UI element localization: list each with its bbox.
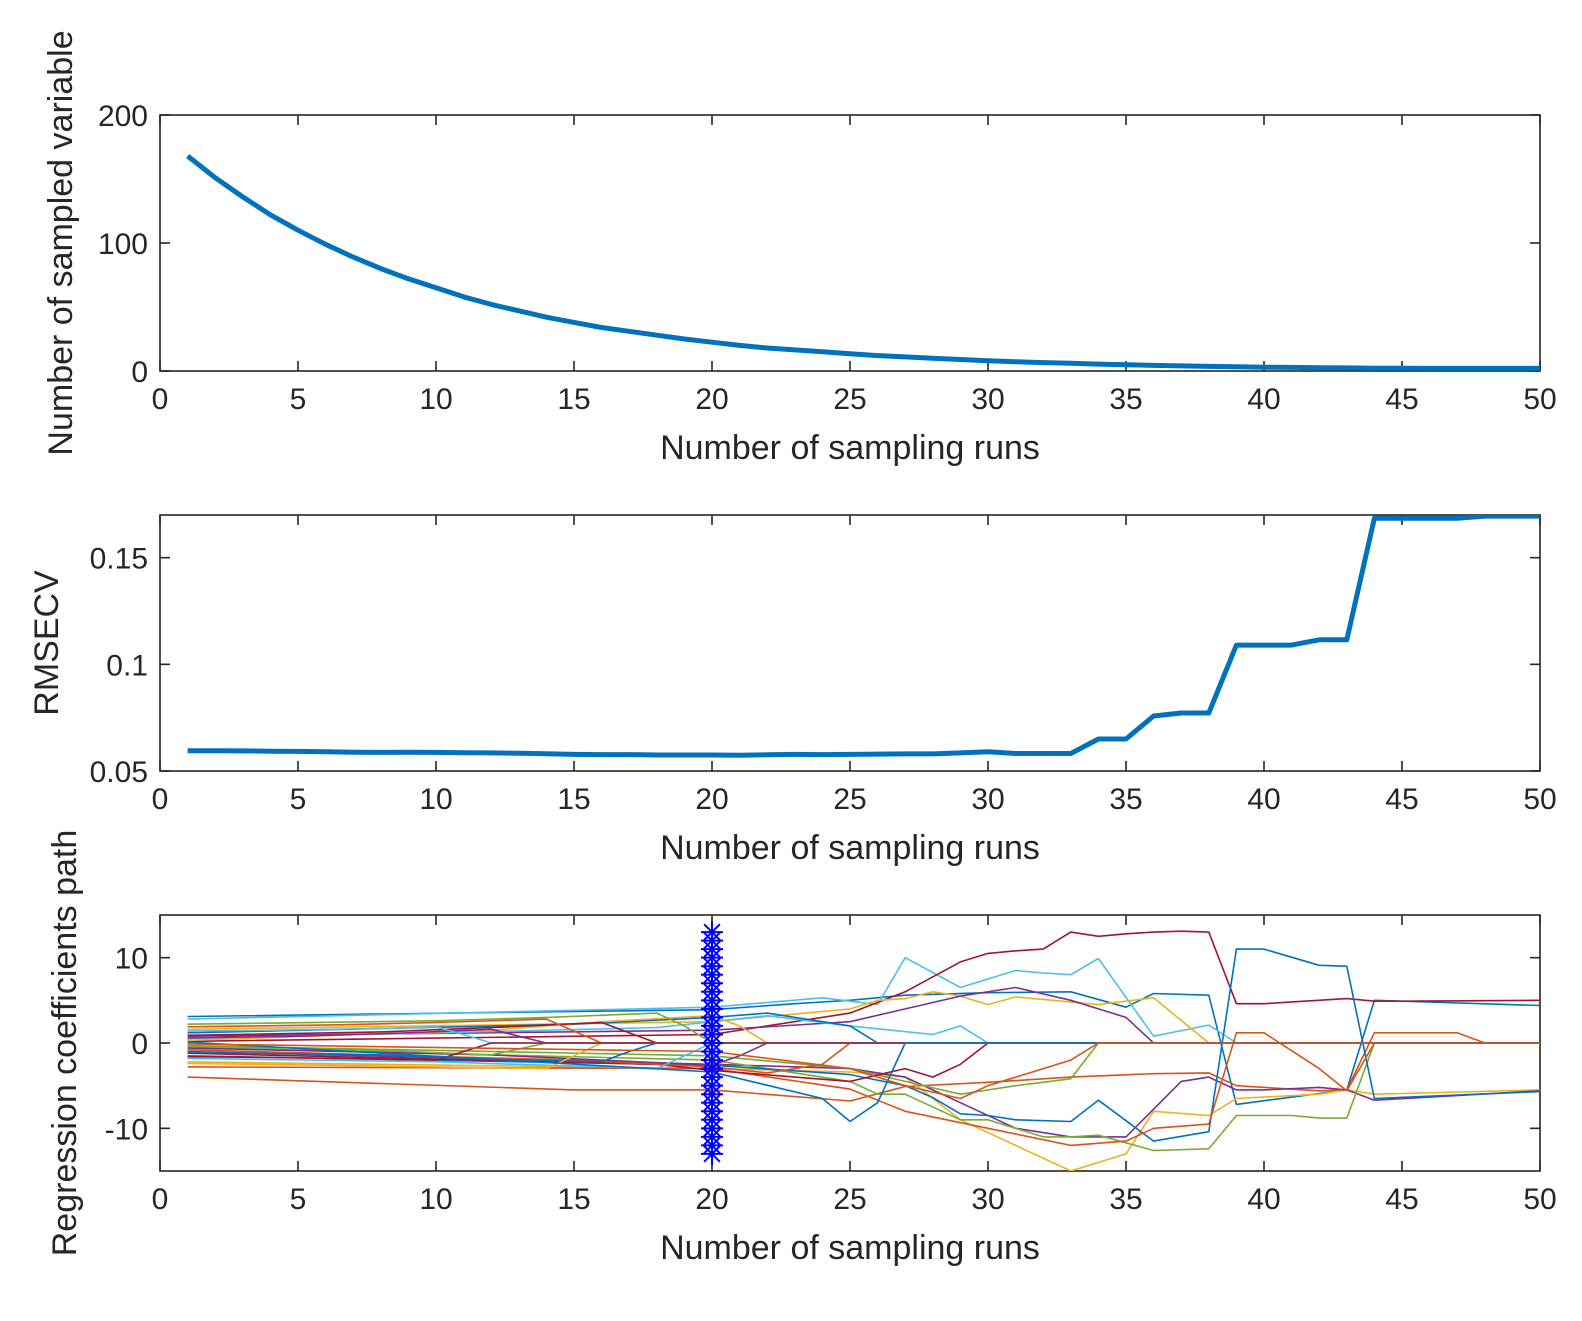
coefficient-line — [187, 1042, 1540, 1152]
x-tick-label: 20 — [695, 783, 728, 816]
series-group — [187, 930, 1540, 1171]
x-axis-label: Number of sampling runs — [660, 829, 1040, 867]
x-tick-label: 50 — [1523, 383, 1556, 416]
coefficient-line — [187, 1050, 1540, 1138]
sampled-variables-panel: 0 5 10 15 20 25 30 35 40 45 50 0 100 200 Number of sa… — [42, 30, 1557, 467]
x-tick-label: 35 — [1109, 383, 1142, 416]
x-tick-label: 45 — [1385, 1183, 1418, 1216]
coefficient-line — [187, 1042, 1540, 1100]
series-group — [186, 154, 1540, 371]
plot-area-frame — [159, 114, 1541, 372]
x-tick-label: 5 — [290, 383, 307, 416]
x-tick-label: 40 — [1247, 383, 1280, 416]
x-tick-label: 30 — [971, 383, 1004, 416]
tick-group: 0 5 10 15 20 25 30 35 40 45 50 0 100 200 — [98, 100, 1557, 416]
x-tick-label: 25 — [833, 383, 866, 416]
coefficient-line — [187, 1042, 1540, 1061]
x-tick-label: 10 — [419, 383, 452, 416]
x-tick-label: 35 — [1109, 783, 1142, 816]
x-tick-label: 5 — [290, 783, 307, 816]
x-tick-label: 30 — [971, 783, 1004, 816]
x-tick-label: 50 — [1523, 783, 1556, 816]
coefficient-line — [187, 956, 1540, 1044]
y-axis-label: Regression coefficients path — [46, 830, 84, 1257]
coefficient-line — [187, 930, 1540, 1043]
x-tick-label: 5 — [290, 1183, 307, 1216]
x-tick-label: 40 — [1247, 783, 1280, 816]
y-tick-label: 0 — [131, 356, 148, 389]
x-tick-label: 0 — [152, 783, 169, 816]
y-tick-label: 200 — [98, 100, 148, 133]
x-tick-label: 0 — [152, 1183, 169, 1216]
tick-group: 0 5 10 15 20 25 30 35 40 45 50 0.05 0.1 0.15 — [90, 515, 1557, 816]
y-axis-label: RMSECV — [28, 570, 66, 716]
x-tick-label: 40 — [1247, 1183, 1280, 1216]
x-tick-label: 30 — [971, 1183, 1004, 1216]
plot-area-frame — [159, 514, 1541, 772]
y-tick-label: 100 — [98, 228, 148, 261]
marker-group — [701, 921, 723, 1165]
y-axis-label: Number of sampled variable — [42, 30, 80, 455]
x-tick-label: 45 — [1385, 383, 1418, 416]
y-tick-label: 0 — [131, 1028, 148, 1061]
coefficient-line — [187, 1041, 1540, 1123]
y-tick-label: 0.05 — [90, 756, 148, 789]
x-tick-label: 10 — [419, 783, 452, 816]
series-group — [187, 515, 1540, 758]
y-tick-label: 0.1 — [106, 649, 148, 682]
coefficient-line — [187, 1032, 1540, 1147]
x-tick-label: 15 — [557, 383, 590, 416]
x-tick-label: 15 — [557, 1183, 590, 1216]
x-tick-label: 20 — [695, 1183, 728, 1216]
x-tick-label: 25 — [833, 783, 866, 816]
tick-group: 0 5 10 15 20 25 30 35 40 45 50 -10 0 10 — [105, 915, 1557, 1216]
coefficient-line — [187, 1032, 1540, 1102]
x-tick-label: 50 — [1523, 1183, 1556, 1216]
x-axis-label: Number of sampling runs — [660, 429, 1040, 467]
x-tick-label: 0 — [152, 383, 169, 416]
coefficient-line — [187, 1042, 1540, 1095]
coefficient-line — [187, 986, 1540, 1044]
rmsecv-panel: 0 5 10 15 20 25 30 35 40 45 50 0.05 0.1 0.15 Number o… — [28, 514, 1557, 867]
x-tick-label: 20 — [695, 383, 728, 416]
coefficients-path-panel: 0 5 10 15 20 25 30 35 40 45 50 -10 0 10 Number of sam… — [46, 830, 1557, 1267]
asterisk-marker — [701, 921, 723, 944]
coefficient-line — [187, 948, 1540, 1142]
x-axis-label: Number of sampling runs — [660, 1229, 1040, 1267]
y-tick-label: 10 — [115, 943, 148, 976]
coefficient-line — [187, 1042, 1540, 1083]
x-tick-label: 25 — [833, 1183, 866, 1216]
x-tick-label: 15 — [557, 783, 590, 816]
series-line — [187, 515, 1540, 758]
y-tick-label: 0.15 — [90, 543, 148, 576]
x-tick-label: 45 — [1385, 783, 1418, 816]
x-tick-label: 10 — [419, 1183, 452, 1216]
y-tick-label: -10 — [105, 1113, 148, 1146]
x-tick-label: 35 — [1109, 1183, 1142, 1216]
series-line — [186, 154, 1540, 371]
